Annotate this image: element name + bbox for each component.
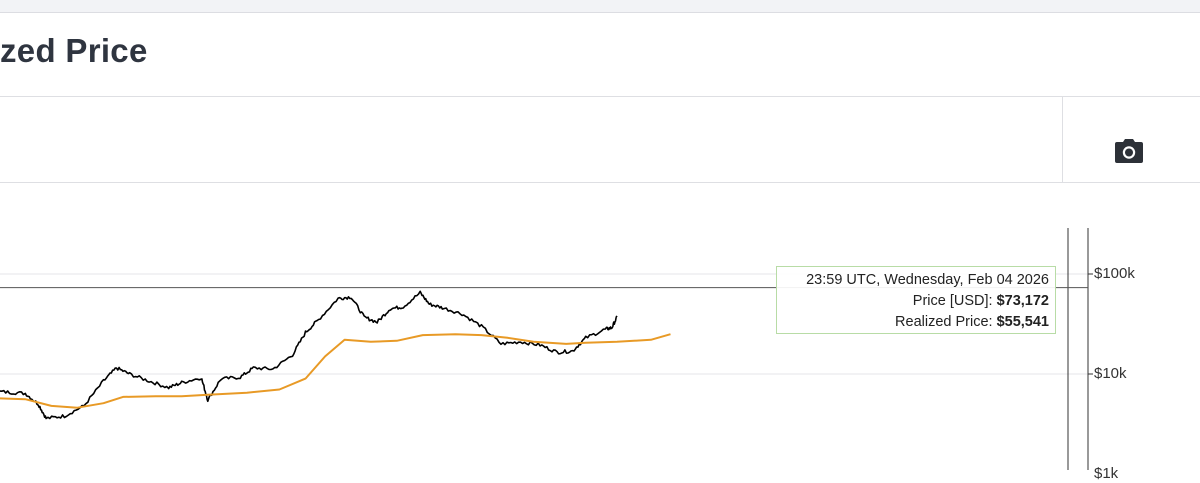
tooltip-timestamp: 23:59 UTC, Wednesday, Feb 04 2026 xyxy=(806,272,1049,288)
chart-card xyxy=(0,12,1200,483)
tooltip-price-label: Price [USD]: xyxy=(912,293,993,309)
tooltip-price-row: Price [USD]: $73,172 xyxy=(777,291,1049,312)
camera-icon-glyph xyxy=(1115,139,1143,163)
tooltip-realized-value: $55,541 xyxy=(996,314,1049,330)
page-title: zed Price xyxy=(0,32,148,69)
price-chart xyxy=(0,228,1093,470)
y-tick-label: $100k xyxy=(1094,265,1135,282)
realized-series-line xyxy=(0,333,671,409)
price-series-line xyxy=(0,290,618,420)
header-divider xyxy=(0,96,1200,97)
camera-icon[interactable] xyxy=(1114,138,1144,164)
chart-tooltip: 23:59 UTC, Wednesday, Feb 04 2026 Price … xyxy=(776,266,1056,334)
tooltip-realized-label: Realized Price: xyxy=(895,314,993,330)
toolbar-separator xyxy=(1062,97,1063,182)
toolbar-divider xyxy=(0,182,1200,183)
tooltip-realized-row: Realized Price: $55,541 xyxy=(777,312,1049,333)
y-tick-label: $1k xyxy=(1094,465,1119,482)
y-tick-label: $10k xyxy=(1094,365,1127,382)
tooltip-price-value: $73,172 xyxy=(996,293,1049,309)
